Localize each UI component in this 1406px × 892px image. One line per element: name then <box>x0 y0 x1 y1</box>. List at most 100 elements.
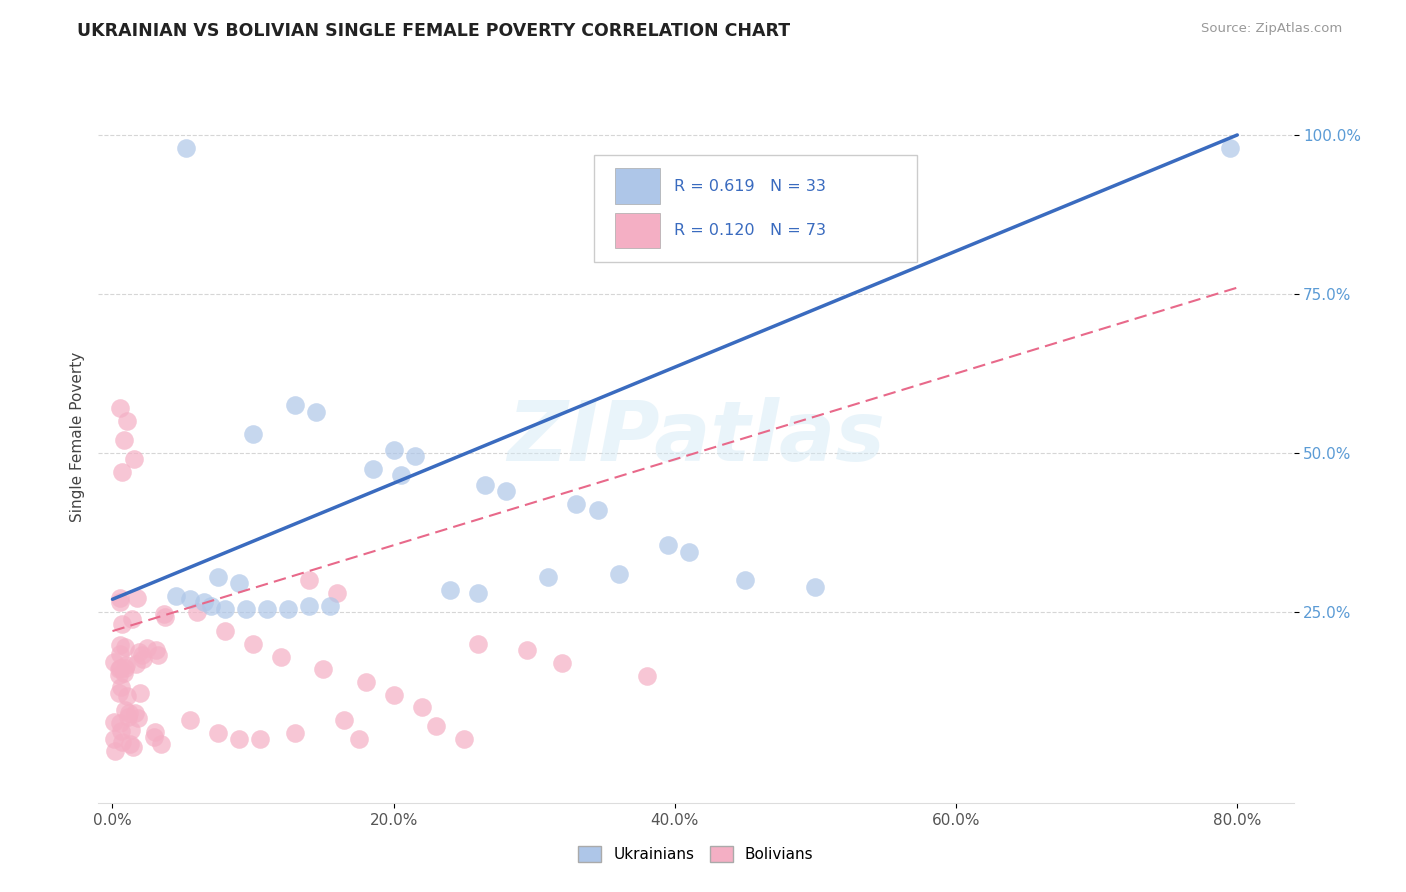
Text: R = 0.120   N = 73: R = 0.120 N = 73 <box>675 223 827 238</box>
Point <box>382 688 405 702</box>
Point <box>284 726 307 740</box>
Point <box>347 732 370 747</box>
Point <box>111 465 134 479</box>
Point <box>256 602 278 616</box>
Point <box>516 643 538 657</box>
Point <box>132 651 155 665</box>
Point <box>179 592 201 607</box>
Point <box>636 668 658 682</box>
Point <box>108 401 131 416</box>
Point <box>111 616 134 631</box>
Point <box>404 449 426 463</box>
Point <box>242 637 264 651</box>
Point <box>249 732 271 747</box>
Point <box>149 737 172 751</box>
Point <box>122 739 145 754</box>
Point <box>103 714 125 729</box>
Point <box>110 723 132 738</box>
Point <box>200 599 222 613</box>
FancyBboxPatch shape <box>614 169 661 203</box>
Point <box>108 595 131 609</box>
Point <box>411 700 433 714</box>
Point <box>551 656 574 670</box>
Point <box>103 732 125 747</box>
Point <box>125 591 148 605</box>
Point <box>121 612 143 626</box>
Point <box>495 484 517 499</box>
Point <box>108 715 131 730</box>
Point <box>122 452 145 467</box>
Point <box>143 730 166 744</box>
Point <box>389 468 412 483</box>
Point <box>117 710 139 724</box>
Text: R = 0.619   N = 33: R = 0.619 N = 33 <box>675 178 827 194</box>
Point <box>305 404 328 418</box>
Point <box>110 735 132 749</box>
Point <box>103 655 125 669</box>
Point <box>118 706 141 721</box>
Point <box>312 662 335 676</box>
Point <box>298 599 321 613</box>
Point <box>453 732 475 747</box>
Point <box>214 602 236 616</box>
Point <box>143 725 166 739</box>
Point <box>467 637 489 651</box>
Point <box>586 503 609 517</box>
Point <box>108 638 131 652</box>
Point <box>114 658 136 673</box>
Point <box>607 566 630 581</box>
Point <box>120 723 142 738</box>
Point <box>108 661 131 675</box>
Point <box>112 666 135 681</box>
Point <box>127 711 149 725</box>
Point <box>114 703 136 717</box>
Point <box>114 640 136 654</box>
Point <box>193 595 215 609</box>
Point <box>186 605 208 619</box>
Point <box>734 573 756 587</box>
Point <box>382 442 405 457</box>
Point <box>125 657 148 671</box>
Point <box>439 582 461 597</box>
Point <box>120 737 142 751</box>
Point <box>115 414 138 428</box>
FancyBboxPatch shape <box>614 213 661 248</box>
Point <box>425 719 447 733</box>
Point <box>108 591 131 606</box>
Point <box>467 586 489 600</box>
Point <box>129 686 152 700</box>
Point <box>657 538 679 552</box>
Point <box>108 647 131 661</box>
Point <box>319 599 342 613</box>
Point <box>354 675 377 690</box>
Point <box>174 141 197 155</box>
Point <box>228 576 250 591</box>
Point <box>155 609 177 624</box>
Point <box>131 648 153 662</box>
Point <box>110 680 132 694</box>
Legend: Ukrainians, Bolivians: Ukrainians, Bolivians <box>572 840 820 868</box>
Point <box>148 648 170 662</box>
Point <box>124 706 146 721</box>
Point <box>104 744 127 758</box>
Point <box>235 602 257 616</box>
Text: Source: ZipAtlas.com: Source: ZipAtlas.com <box>1202 22 1343 36</box>
Text: UKRAINIAN VS BOLIVIAN SINGLE FEMALE POVERTY CORRELATION CHART: UKRAINIAN VS BOLIVIAN SINGLE FEMALE POVE… <box>77 22 790 40</box>
Point <box>112 434 135 448</box>
Point <box>1219 141 1241 155</box>
Point <box>537 570 560 584</box>
Point <box>108 661 131 675</box>
Point <box>298 573 321 587</box>
Point <box>284 398 307 412</box>
Point <box>135 641 157 656</box>
Point <box>152 607 174 621</box>
FancyBboxPatch shape <box>595 155 917 261</box>
Point <box>326 586 349 600</box>
Point <box>270 649 292 664</box>
Point <box>165 589 187 603</box>
Point <box>804 580 827 594</box>
Point <box>179 713 201 727</box>
Point <box>108 668 131 682</box>
Point <box>207 570 229 584</box>
Point <box>228 732 250 747</box>
